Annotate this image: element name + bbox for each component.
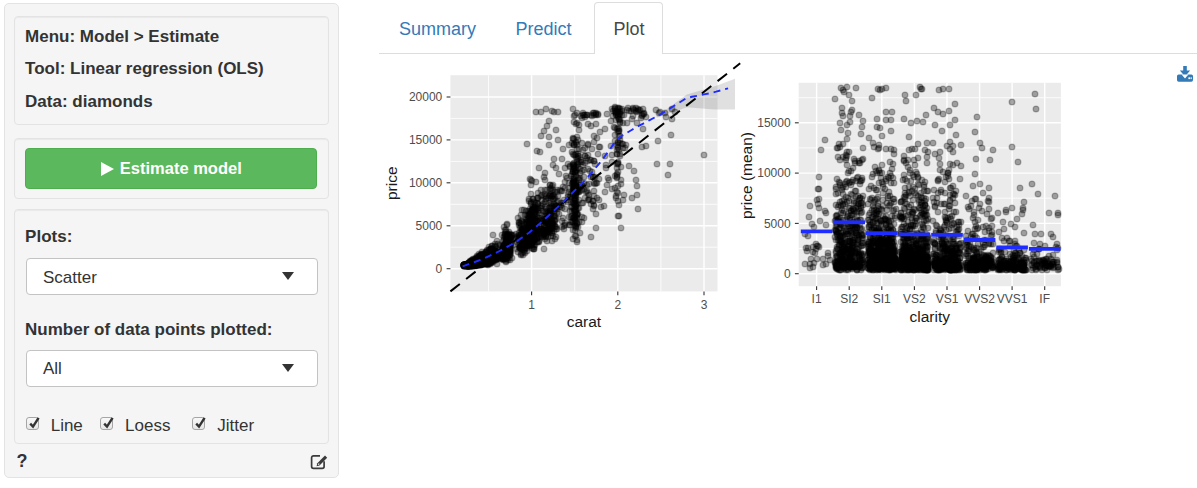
svg-text:SI2: SI2 <box>840 292 858 306</box>
svg-text:VS1: VS1 <box>936 292 959 306</box>
svg-text:VS2: VS2 <box>903 292 926 306</box>
svg-text:carat: carat <box>567 313 602 330</box>
svg-text:VVS1: VVS1 <box>997 292 1028 306</box>
svg-text:0: 0 <box>784 267 791 281</box>
svg-text:price: price <box>383 166 400 200</box>
svg-text:10000: 10000 <box>757 166 791 180</box>
svg-text:IF: IF <box>1039 292 1050 306</box>
svg-text:I1: I1 <box>812 292 822 306</box>
svg-text:15000: 15000 <box>757 116 791 130</box>
svg-text:2: 2 <box>614 298 621 312</box>
svg-text:clarity: clarity <box>910 308 951 325</box>
svg-text:VVS2: VVS2 <box>964 292 995 306</box>
svg-text:3: 3 <box>701 298 708 312</box>
svg-text:20000: 20000 <box>409 90 443 104</box>
svg-text:0: 0 <box>436 262 443 276</box>
svg-text:1: 1 <box>528 298 535 312</box>
svg-text:10000: 10000 <box>409 176 443 190</box>
svg-text:5000: 5000 <box>416 219 443 233</box>
svg-text:price (mean): price (mean) <box>738 132 755 219</box>
svg-text:5000: 5000 <box>764 217 791 231</box>
svg-text:15000: 15000 <box>409 133 443 147</box>
svg-text:SI1: SI1 <box>873 292 891 306</box>
